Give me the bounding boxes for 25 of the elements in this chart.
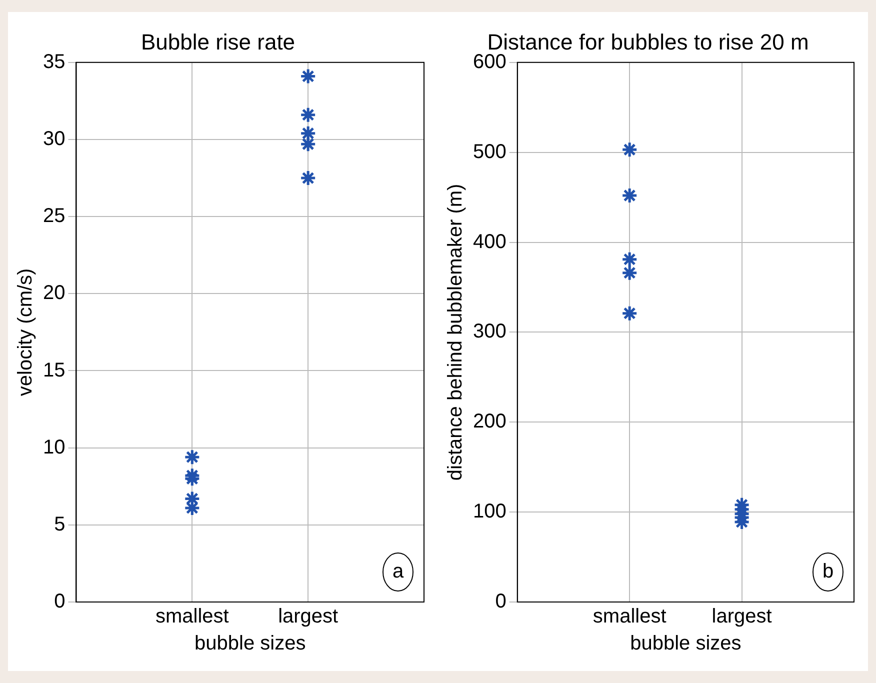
chart-title: Bubble rise rate: [140, 29, 296, 54]
y-tick-label: 25: [42, 205, 66, 228]
y-tick-label: 200: [472, 410, 506, 433]
y-tick-label: 10: [42, 436, 66, 458]
y-tick-label: 400: [472, 230, 506, 253]
annotation: a: [392, 560, 404, 583]
annotation: b: [822, 560, 834, 583]
y-tick-label: 5: [54, 513, 66, 536]
x-tick-label: largest: [712, 606, 772, 628]
x-tick-label: smallest: [592, 606, 667, 628]
y-tick-label: 15: [42, 359, 66, 382]
y-tick-label: 30: [42, 128, 66, 150]
x-tick-label: smallest: [155, 606, 230, 628]
y-tick-label: 300: [472, 320, 506, 343]
y-tick-label: 35: [42, 50, 66, 73]
y-tick-label: 500: [472, 140, 506, 163]
x-tick-label: largest: [278, 606, 339, 628]
y-tick-label: 20: [42, 282, 66, 304]
x-axis-title: bubble sizes: [194, 632, 306, 655]
y-tick-label: 0: [54, 590, 66, 613]
y-tick-label: 0: [495, 590, 506, 613]
y-axis-title: velocity (cm/s): [14, 268, 37, 396]
y-tick-label: 100: [472, 500, 506, 523]
x-axis-title: bubble sizes: [630, 632, 742, 655]
y-axis-title: distance behind bubblemaker (m): [444, 184, 467, 481]
